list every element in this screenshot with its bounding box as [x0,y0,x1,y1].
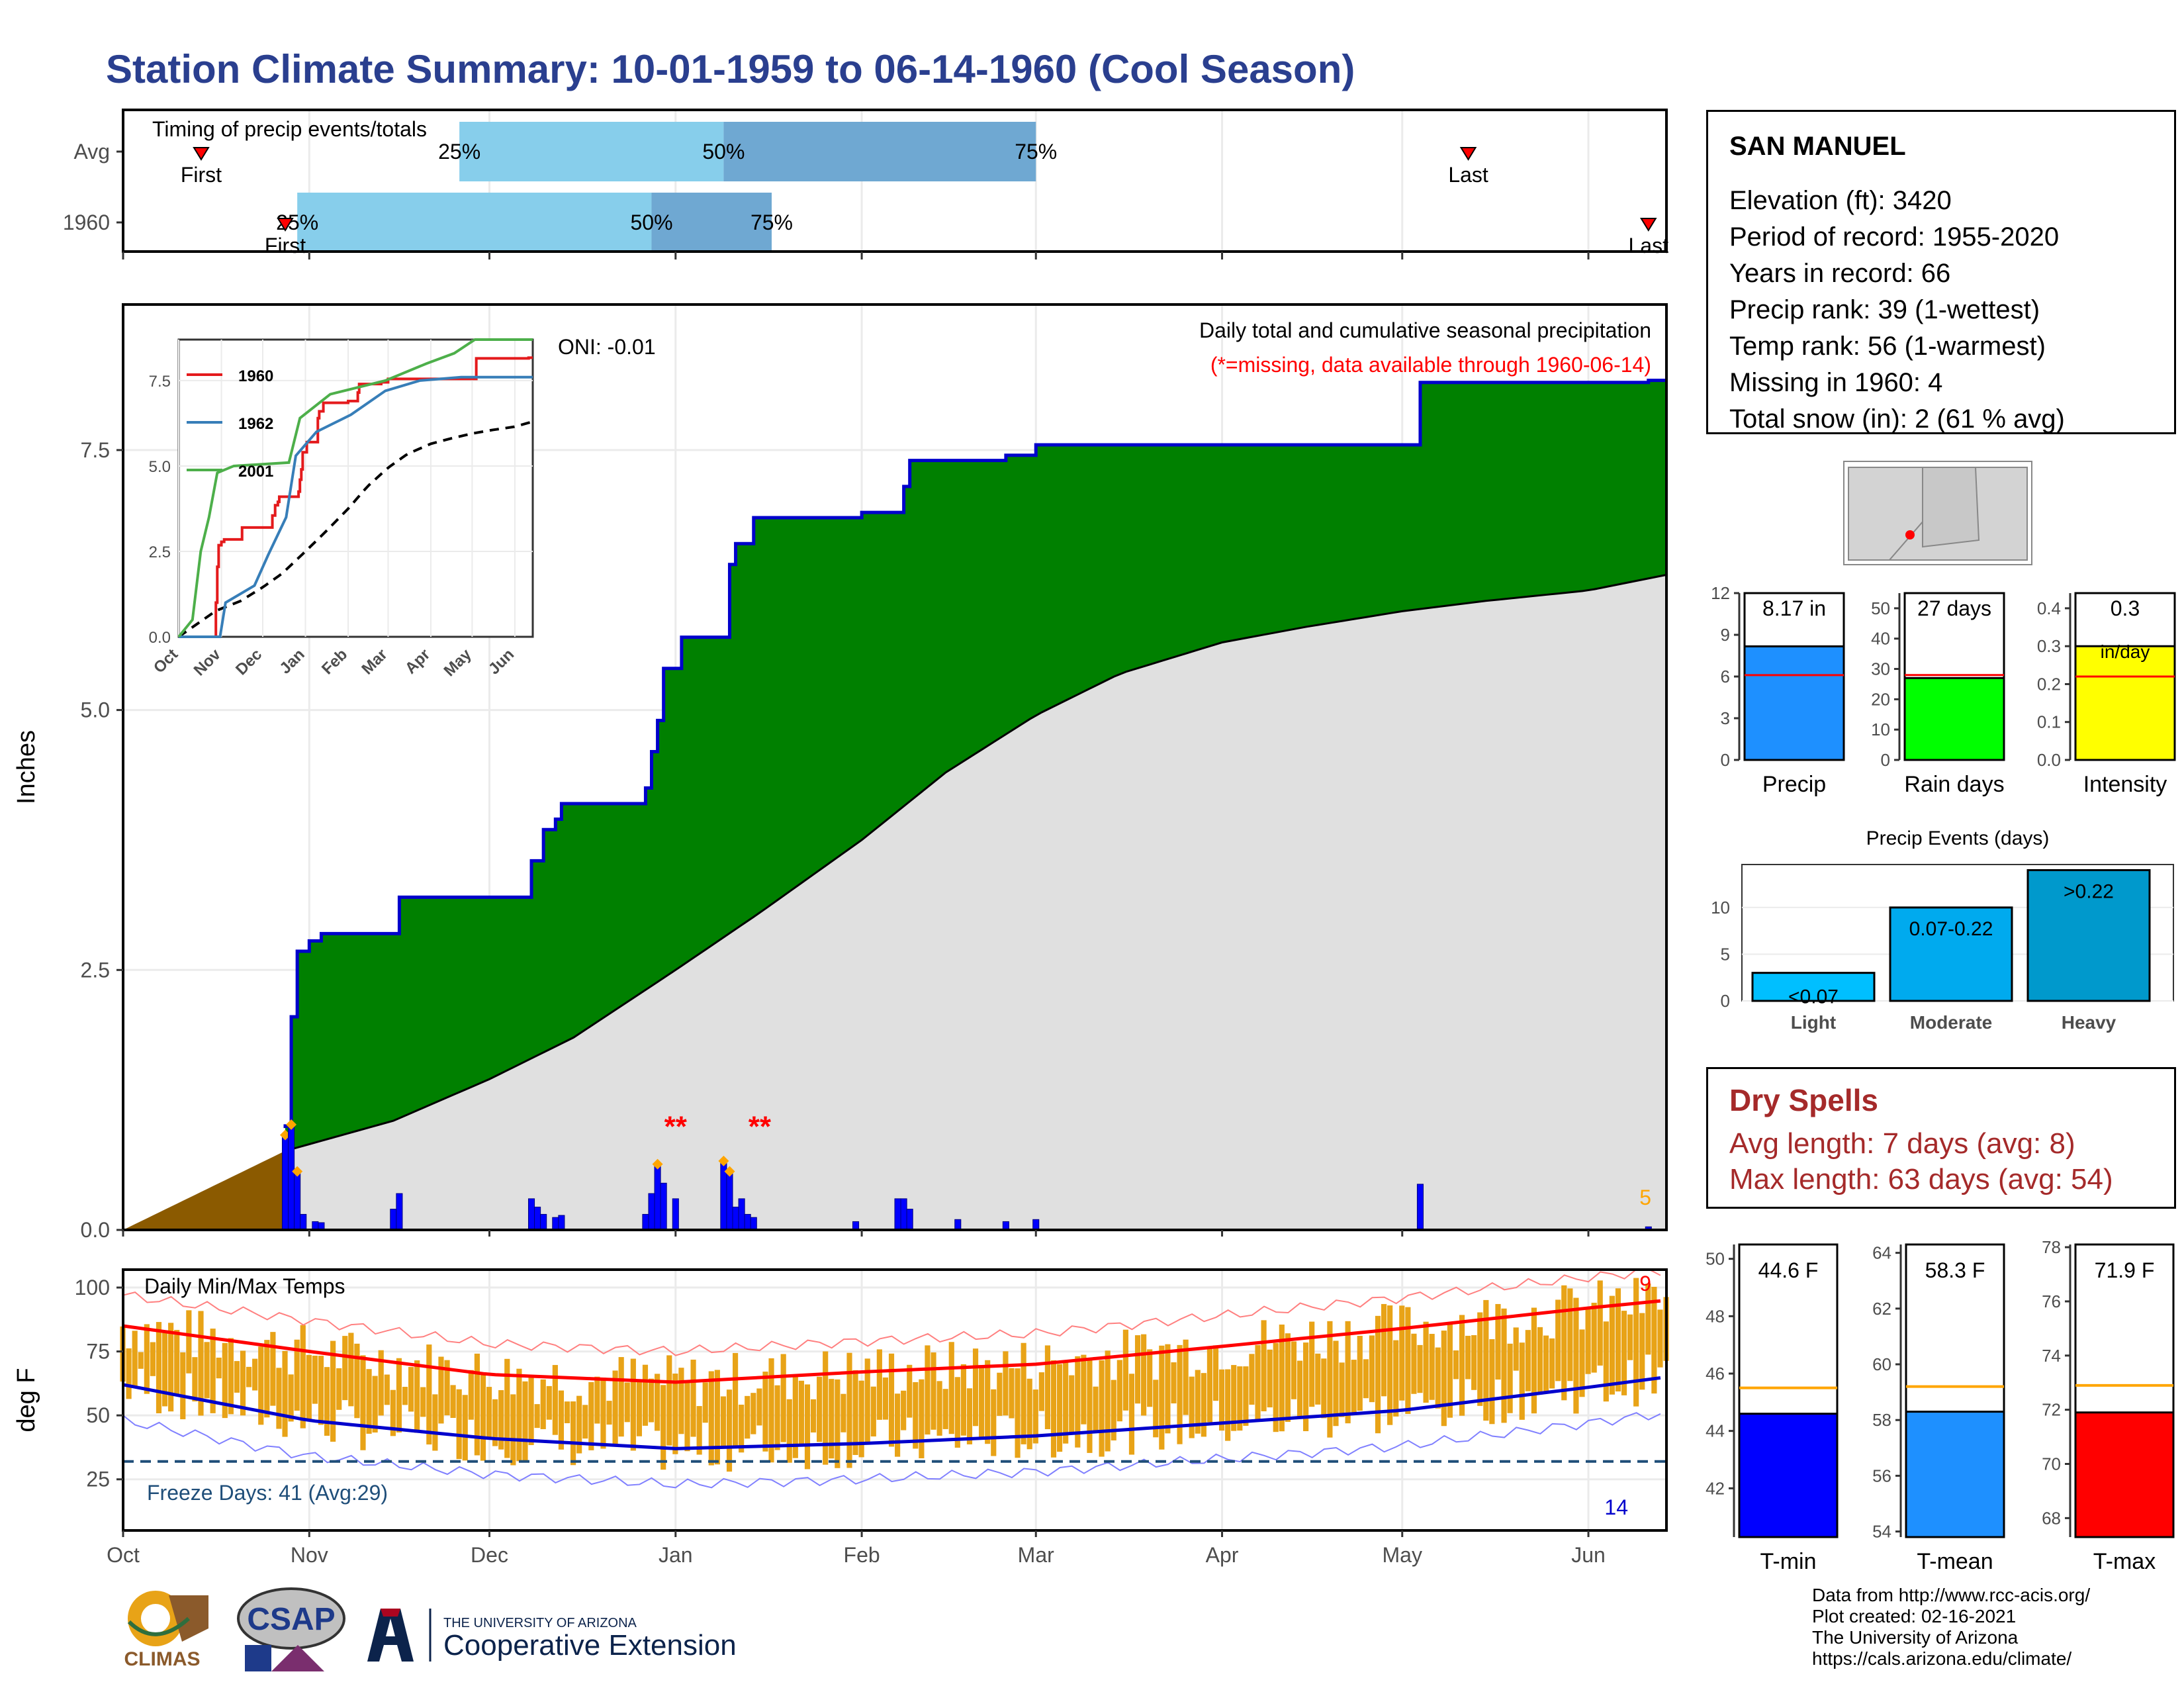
first-event-marker [277,218,294,232]
credit-university: The University of Arizona [1812,1627,2019,1648]
timing-p75-label: 75% [1015,140,1057,164]
station-temp-rank: Temp rank: 56 (1-warmest) [1729,332,2046,361]
page-title: Station Climate Summary: 10-01-1959 to 0… [106,47,1355,91]
station-name: SAN MANUEL [1729,132,1906,161]
station-period: Period of record: 1955-2020 [1729,222,2060,252]
last-event-label: Last [1629,234,1669,258]
station-precip-rank: Precip rank: 39 (1-wettest) [1729,295,2040,324]
dry-spells-title: Dry Spells [1729,1083,1878,1117]
first-event-label: First [181,163,222,187]
station-location-marker [1905,530,1915,539]
timing-bar-25-50 [297,193,652,252]
station-missing: Missing in 1960: 4 [1729,368,1943,397]
timing-border [122,109,1668,253]
last-event-marker [1639,218,1657,232]
dry-spells-max: Max length: 63 days (avg: 54) [1729,1163,2113,1196]
svg-text:THE UNIVERSITY OF ARIZONA: THE UNIVERSITY OF ARIZONA [443,1616,637,1630]
timing-bar-25-50 [459,122,724,181]
svg-text:CSAP: CSAP [247,1602,335,1637]
timing-p50-label: 50% [702,140,745,164]
last-event-marker [1459,147,1477,161]
credit-url: https://cals.arizona.edu/climate/ [1812,1648,2072,1669]
dry-spells-box: Dry Spells Avg length: 7 days (avg: 8) M… [1706,1067,2176,1209]
first-event-marker [193,147,210,161]
first-event-label: First [265,234,306,258]
timing-bar-50-75 [723,122,1036,181]
timing-row-label: 1960 [63,211,110,234]
uarizona-logo: THE UNIVERSITY OF ARIZONA Cooperative Ex… [361,1602,758,1668]
timing-p75-label: 75% [751,211,793,234]
svg-text:CLIMAS: CLIMAS [124,1648,201,1670]
credit-plot-date: Plot created: 02-16-2021 [1812,1606,2017,1626]
station-info-box: SAN MANUEL Elevation (ft): 3420 Period o… [1706,110,2176,434]
dry-spells-avg: Avg length: 7 days (avg: 8) [1729,1127,2075,1160]
station-elevation: Elevation (ft): 3420 [1729,186,1952,215]
locator-map [1843,461,2032,565]
station-years: Years in record: 66 [1729,259,1951,288]
csap-logo: CSAP [232,1582,351,1681]
svg-text:Cooperative Extension: Cooperative Extension [443,1629,737,1662]
station-snow: Total snow (in): 2 (61 % avg) [1729,404,2065,434]
credit-data-source: Data from http://www.rcc-acis.org/ [1812,1585,2091,1605]
timing-bar-50-75 [651,193,772,252]
last-event-label: Last [1448,163,1488,187]
timing-title: Timing of precip events/totals [152,117,427,141]
climas-logo: CLIMAS [109,1582,215,1681]
timing-p50-label: 50% [630,211,672,234]
timing-row-label: Avg [73,140,110,164]
timing-p25-label: 25% [438,140,480,164]
